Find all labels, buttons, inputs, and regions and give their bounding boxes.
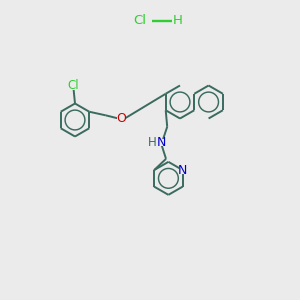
Text: H: H (173, 14, 182, 28)
Bar (68, 81, 79, 90)
Text: O: O (116, 112, 126, 125)
Text: Cl: Cl (133, 14, 146, 28)
Bar (158, 139, 165, 146)
Text: H: H (148, 136, 157, 149)
Bar (178, 167, 187, 174)
Text: Cl: Cl (68, 79, 79, 92)
Bar (117, 115, 126, 122)
Text: N: N (178, 164, 188, 177)
Text: N: N (157, 136, 167, 149)
Bar (149, 139, 155, 146)
